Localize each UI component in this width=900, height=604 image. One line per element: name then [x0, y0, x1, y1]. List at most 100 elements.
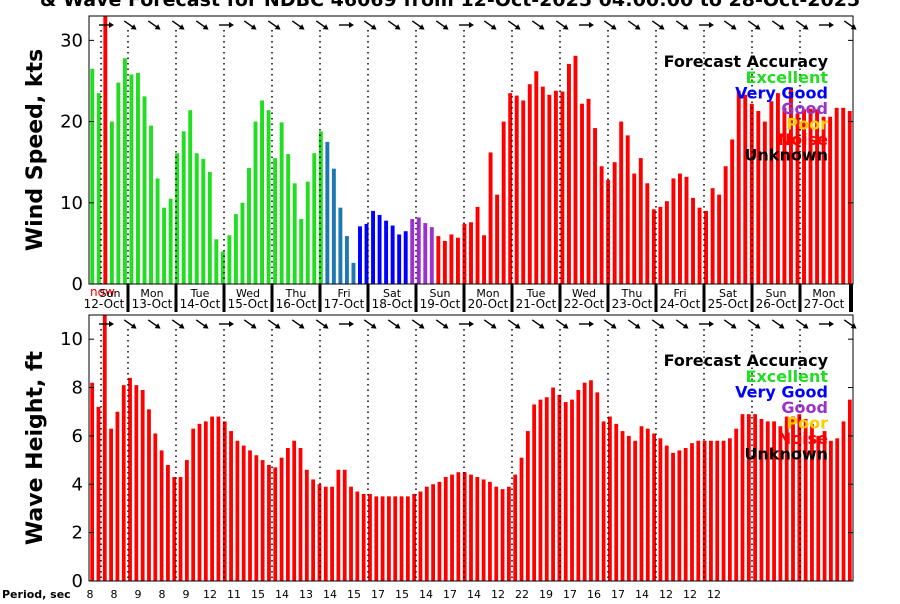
bar-1-106: [759, 418, 764, 581]
panel-frame-1: [88, 314, 854, 582]
bar-0-86: [651, 209, 656, 284]
bar-0-88: [664, 201, 669, 284]
bar-1-34: [304, 469, 309, 581]
direction-arrow-head: [562, 24, 569, 30]
direction-arrow-1-17: [507, 319, 521, 329]
bar-0-71: [553, 90, 558, 284]
bar-0-69: [540, 86, 545, 285]
direction-arrow-head: [202, 323, 209, 329]
bar-0-74: [573, 55, 578, 284]
bar-1-65: [500, 489, 505, 581]
bar-0-97: [723, 166, 728, 284]
direction-arrow-head: [130, 323, 137, 329]
bar-0-10: [155, 178, 160, 284]
bar-0-52: [429, 227, 434, 284]
bar-0-16: [194, 153, 199, 284]
bar-1-76: [570, 399, 574, 581]
bar-0-109: [802, 109, 806, 284]
day-divider-11: [606, 284, 610, 312]
direction-arrow-head: [514, 24, 521, 30]
bar-1-84: [620, 431, 625, 581]
bar-0-43: [371, 210, 376, 284]
bar-1-113: [803, 418, 808, 581]
bar-1-53: [424, 486, 429, 581]
bar-0-64: [508, 93, 513, 285]
y-tick-label-0-2: 20: [60, 112, 83, 133]
direction-arrow-1-23: [651, 319, 665, 329]
bar-1-78: [582, 382, 587, 581]
bar-1-15: [184, 460, 189, 581]
day-name-14: Sun: [766, 287, 787, 300]
day-date-14: 26-Oct: [756, 297, 797, 311]
bar-1-101: [727, 438, 732, 581]
bar-1-108: [772, 421, 776, 581]
bar-0-113: [828, 116, 833, 284]
bar-0-81: [619, 121, 624, 284]
bar-1-80: [595, 392, 600, 581]
direction-arrow-head: [802, 24, 809, 30]
direction-arrow-head: [730, 24, 737, 30]
bar-0-37: [331, 168, 336, 284]
direction-arrow-head: [442, 24, 449, 30]
direction-arrow-1-13: [411, 319, 425, 329]
y-axis-label-0: Wind Speed, kts: [23, 49, 48, 251]
direction-arrow-head: [109, 22, 114, 28]
direction-arrow-head: [829, 321, 834, 327]
bar-1-38: [330, 486, 334, 581]
day-divider-12: [654, 284, 658, 312]
bar-0-87: [658, 206, 663, 284]
direction-arrow-head: [682, 24, 689, 30]
direction-arrow-0-17: [507, 20, 521, 30]
bar-0-92: [691, 197, 695, 284]
bar-0-18: [207, 171, 212, 284]
bar-1-11: [159, 450, 164, 581]
direction-arrow-head: [829, 22, 834, 28]
period-value-14: 14: [419, 588, 433, 600]
bar-1-33: [298, 448, 303, 581]
direction-arrow-0-22: [627, 20, 641, 30]
bar-0-25: [253, 121, 258, 284]
direction-arrow-1-2: [147, 319, 161, 329]
direction-arrow-head: [469, 22, 474, 28]
bar-1-117: [829, 440, 833, 581]
bar-1-31: [286, 448, 290, 581]
bar-0-13: [175, 153, 180, 284]
bar-1-98: [709, 440, 713, 581]
bar-1-73: [551, 387, 555, 581]
bar-0-90: [678, 173, 682, 284]
bar-1-29: [273, 467, 278, 581]
direction-arrow-head: [730, 323, 737, 329]
day-name-2: Tue: [190, 287, 210, 300]
direction-arrow-0-24: [675, 20, 689, 30]
bar-1-14: [178, 477, 183, 581]
bar-0-45: [384, 220, 389, 284]
bar-1-52: [418, 491, 423, 581]
direction-arrow-head: [610, 24, 617, 30]
direction-arrow-head: [394, 323, 401, 329]
direction-arrow-1-3: [171, 319, 185, 329]
legend-entry-1-very_good: Very Good: [735, 383, 828, 402]
bar-0-96: [717, 194, 722, 284]
bar-1-55: [437, 481, 442, 581]
day-date-13: 25-Oct: [708, 297, 749, 311]
bar-0-31: [292, 183, 297, 284]
bar-0-108: [795, 113, 800, 284]
bar-0-15: [188, 110, 193, 285]
bar-1-120: [847, 399, 852, 581]
bar-0-84: [638, 158, 643, 284]
bar-1-96: [696, 440, 701, 581]
direction-arrow-head: [274, 323, 281, 329]
y-tick-label-1-2: 4: [72, 474, 83, 495]
direction-arrow-head: [178, 323, 185, 329]
direction-arrow-1-15: [459, 321, 474, 327]
period-value-20: 17: [563, 588, 577, 600]
bar-1-68: [519, 457, 524, 581]
bar-1-10: [153, 433, 158, 581]
bar-0-72: [560, 91, 565, 284]
period-value-25: 12: [683, 588, 697, 600]
direction-arrow-1-21: [603, 319, 617, 329]
bar-0-20: [220, 251, 225, 284]
bar-1-2: [102, 315, 107, 581]
legend-entry-0-noise: Noise: [778, 130, 828, 149]
bar-0-39: [344, 236, 349, 284]
